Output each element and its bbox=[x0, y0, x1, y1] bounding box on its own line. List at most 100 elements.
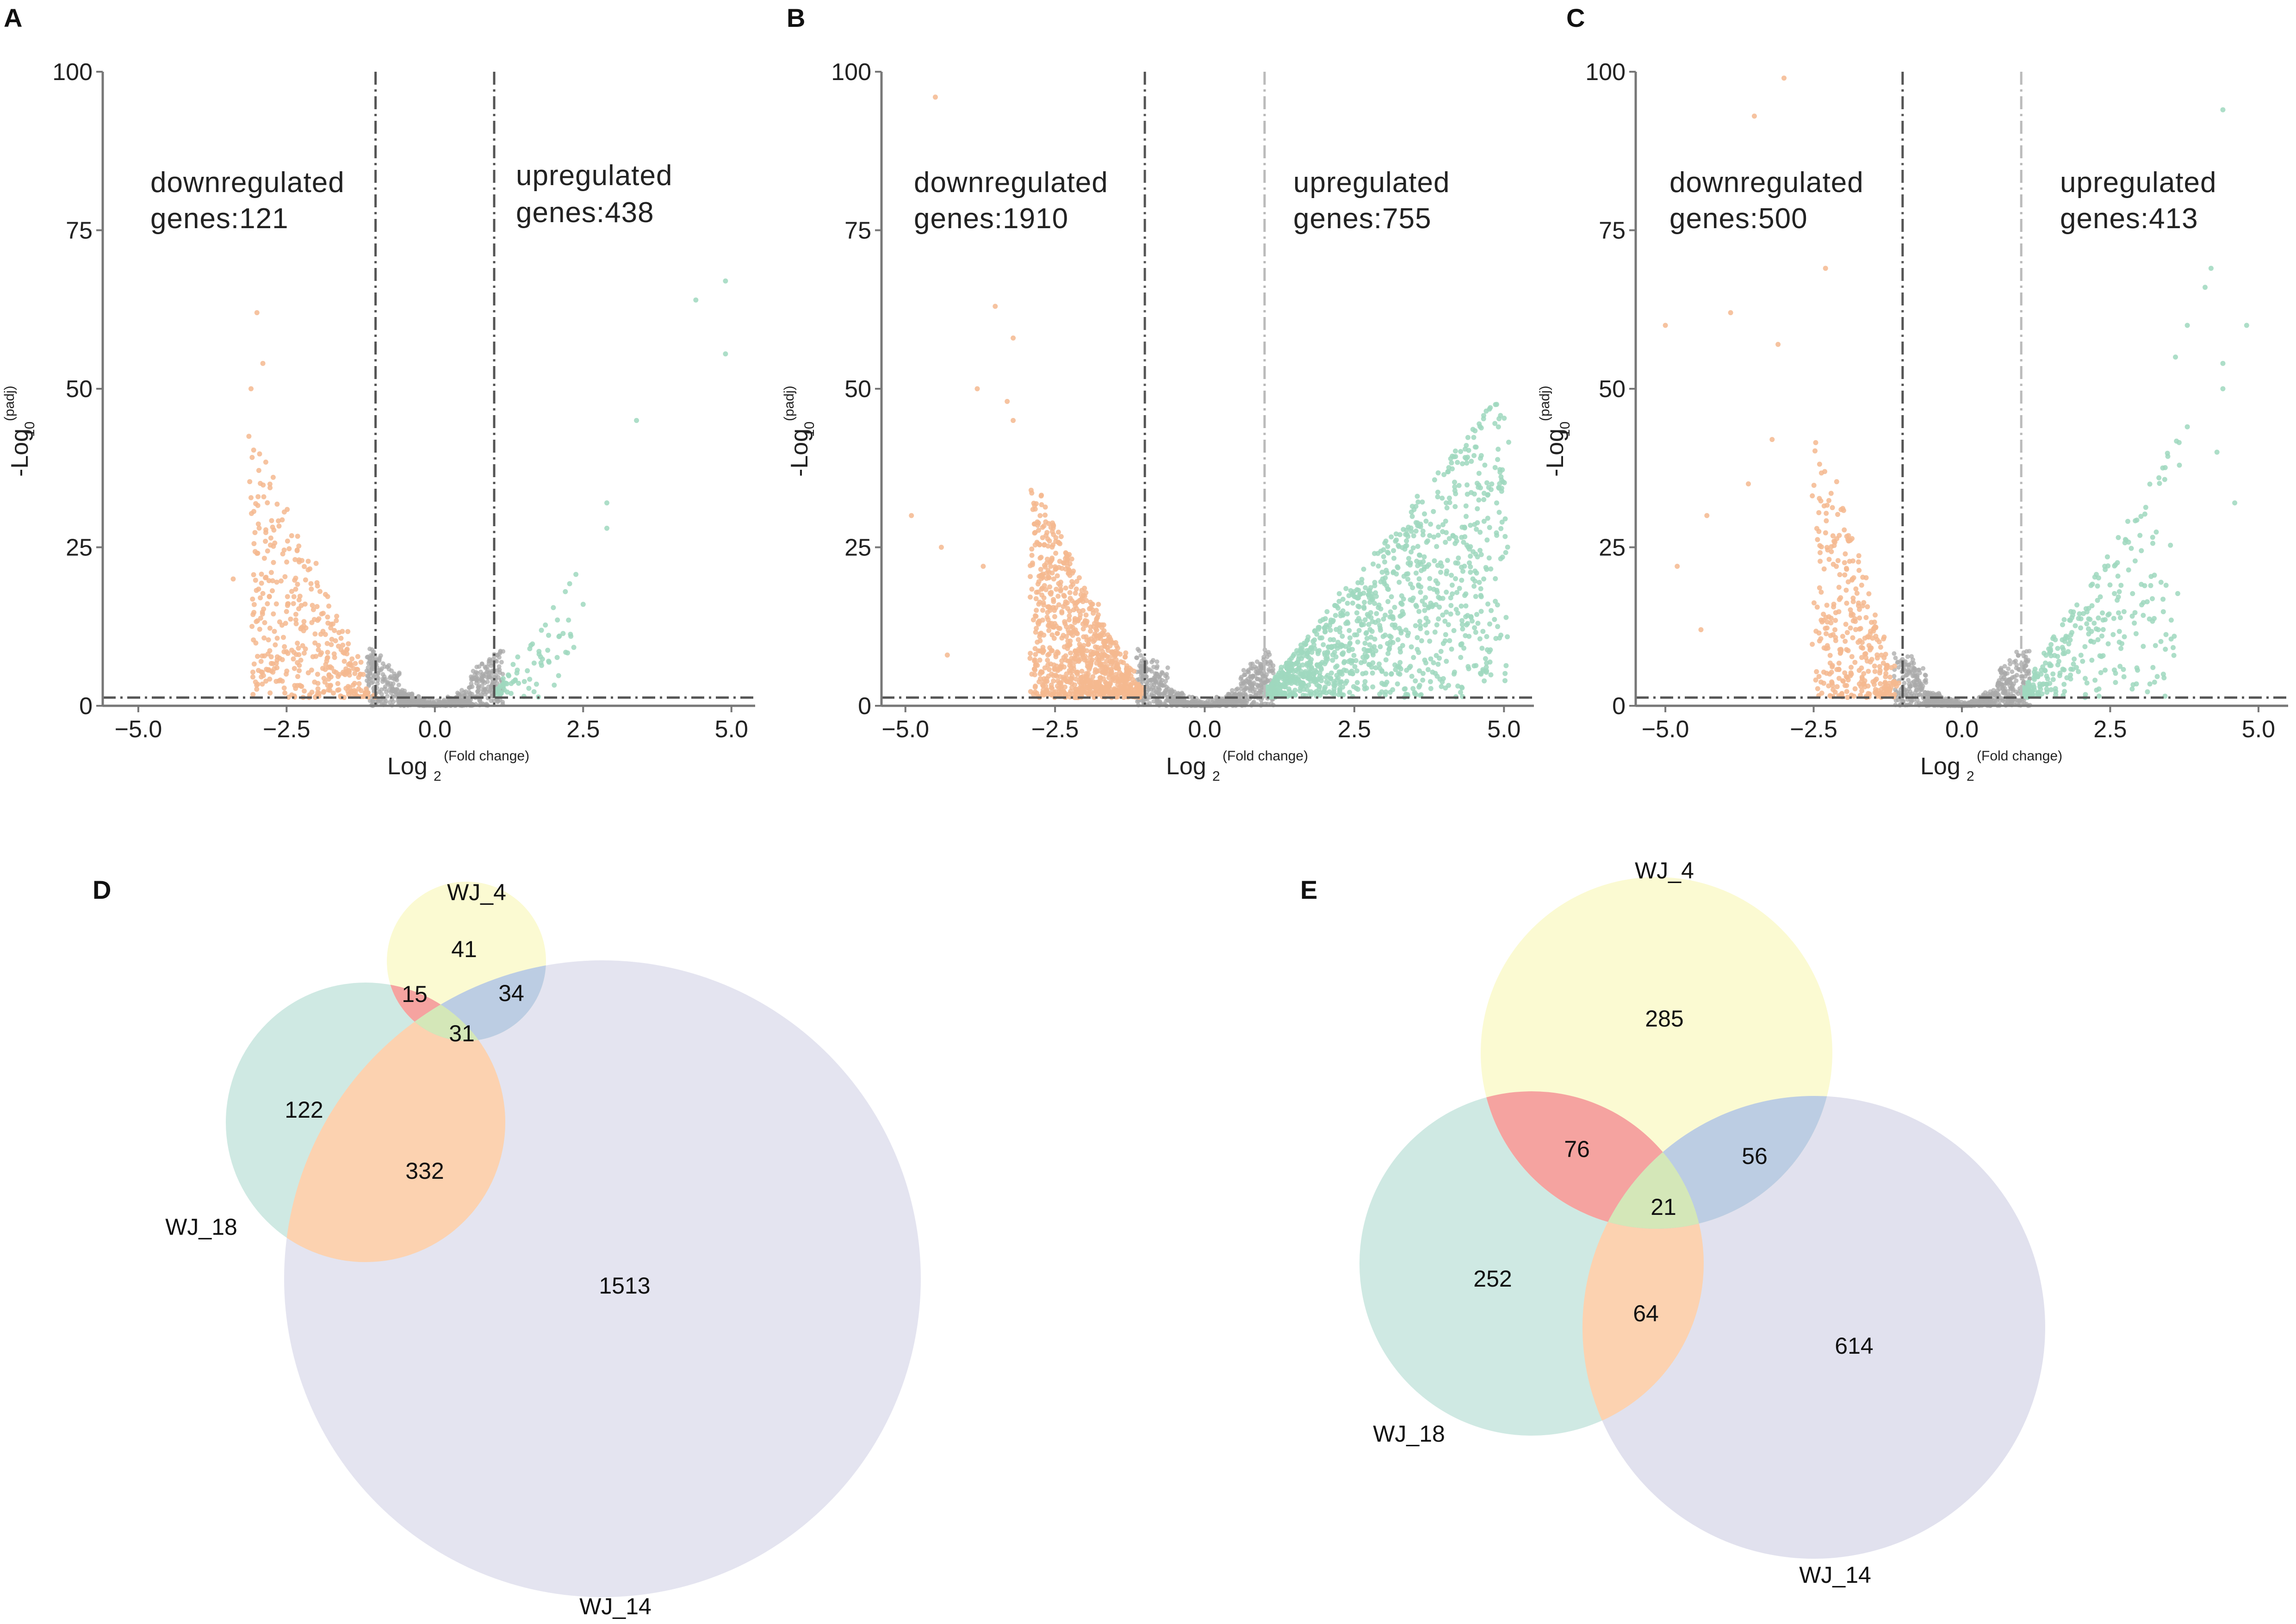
point-down bbox=[1123, 650, 1129, 656]
point-down bbox=[1866, 635, 1872, 640]
point-down bbox=[1877, 668, 1883, 673]
point-up bbox=[1341, 660, 1347, 666]
point-down bbox=[300, 643, 305, 648]
point-down bbox=[1857, 638, 1862, 643]
point-down bbox=[328, 664, 333, 670]
point-down bbox=[328, 625, 334, 631]
annotation-up-genes: genes:438 bbox=[516, 197, 654, 229]
point-down bbox=[336, 630, 342, 635]
point-ns bbox=[1135, 655, 1140, 660]
point-down bbox=[265, 500, 270, 505]
point-up bbox=[1378, 644, 1383, 649]
point-down bbox=[1088, 659, 1094, 664]
point-up bbox=[1378, 625, 1383, 631]
point-up bbox=[501, 684, 506, 690]
point-down bbox=[250, 674, 255, 680]
point-up bbox=[1479, 646, 1485, 651]
point-down bbox=[1840, 678, 1845, 684]
point-down bbox=[1043, 519, 1049, 525]
point-down bbox=[324, 641, 330, 646]
point-up bbox=[1459, 524, 1465, 530]
panel-c-letter: C bbox=[1566, 3, 1585, 32]
point-up bbox=[1496, 510, 1502, 515]
point-ns bbox=[1967, 700, 1972, 705]
point-up bbox=[1344, 678, 1349, 684]
point-down bbox=[346, 641, 351, 647]
point-down bbox=[1872, 663, 1877, 669]
point-down bbox=[246, 434, 252, 439]
point-ns bbox=[1214, 695, 1219, 700]
x-axis-label: Log bbox=[387, 753, 428, 780]
point-down bbox=[1821, 566, 1827, 572]
point-ns bbox=[1253, 666, 1259, 671]
point-down bbox=[253, 501, 259, 506]
point-down bbox=[1049, 632, 1055, 638]
point-up bbox=[1493, 576, 1498, 581]
point-up bbox=[1494, 402, 1499, 407]
point-up bbox=[1289, 681, 1294, 686]
point-up bbox=[1447, 638, 1452, 643]
point-ns bbox=[378, 653, 383, 658]
point-outlier bbox=[974, 386, 980, 392]
point-down bbox=[1081, 643, 1086, 648]
y-tick-label: 100 bbox=[52, 59, 93, 86]
point-up bbox=[1451, 628, 1457, 633]
point-down bbox=[1865, 604, 1870, 610]
point-down bbox=[1069, 681, 1074, 686]
point-up bbox=[1424, 564, 1430, 569]
point-up bbox=[1359, 577, 1365, 582]
point-ns bbox=[1140, 667, 1145, 672]
point-up bbox=[1378, 548, 1384, 554]
point-down bbox=[284, 609, 289, 614]
point-up bbox=[1338, 613, 1343, 618]
y-tick-label: 75 bbox=[66, 218, 93, 244]
point-down bbox=[1850, 635, 1855, 641]
point-up bbox=[1297, 688, 1303, 694]
point-down bbox=[1067, 663, 1073, 668]
point-up bbox=[1427, 585, 1433, 591]
point-up bbox=[543, 622, 548, 628]
point-up bbox=[1389, 671, 1394, 677]
point-down bbox=[1029, 546, 1035, 552]
point-down bbox=[291, 594, 297, 599]
point-ns bbox=[1917, 667, 1922, 672]
annotation-up-label: upregulated bbox=[516, 160, 673, 192]
point-up bbox=[1488, 672, 1494, 678]
point-up bbox=[1450, 454, 1455, 459]
point-up bbox=[1316, 651, 1321, 656]
point-ns bbox=[1993, 700, 1998, 705]
point-up bbox=[1421, 554, 1427, 560]
point-outlier bbox=[1011, 418, 1016, 423]
point-down bbox=[1846, 538, 1851, 544]
point-up bbox=[1390, 614, 1396, 620]
point-down bbox=[1045, 658, 1050, 663]
point-ns bbox=[375, 681, 380, 686]
point-down bbox=[1845, 695, 1850, 700]
point-down bbox=[1814, 604, 1820, 610]
point-down bbox=[1074, 586, 1079, 592]
y-tick-label: 50 bbox=[66, 376, 93, 403]
point-up bbox=[1431, 534, 1437, 540]
point-down bbox=[267, 676, 273, 682]
point-down bbox=[1863, 615, 1869, 620]
point-down bbox=[262, 620, 267, 625]
annotation-down-genes: genes:1910 bbox=[914, 203, 1068, 235]
point-ns bbox=[489, 685, 494, 690]
point-up bbox=[1337, 688, 1342, 693]
point-down bbox=[1048, 591, 1054, 597]
point-up bbox=[1304, 661, 1310, 666]
point-down bbox=[295, 641, 300, 646]
point-ns bbox=[1149, 660, 1154, 665]
point-outlier bbox=[980, 564, 986, 569]
point-down bbox=[1052, 667, 1057, 672]
point-up bbox=[1403, 627, 1409, 633]
point-ns bbox=[1922, 700, 1927, 705]
point-ns bbox=[377, 657, 382, 662]
annotation-down-label: downregulated bbox=[914, 167, 1108, 199]
point-up bbox=[1272, 691, 1278, 697]
point-ns bbox=[491, 680, 496, 685]
point-down bbox=[355, 667, 360, 672]
point-up bbox=[1355, 604, 1361, 609]
point-up bbox=[1481, 576, 1487, 582]
